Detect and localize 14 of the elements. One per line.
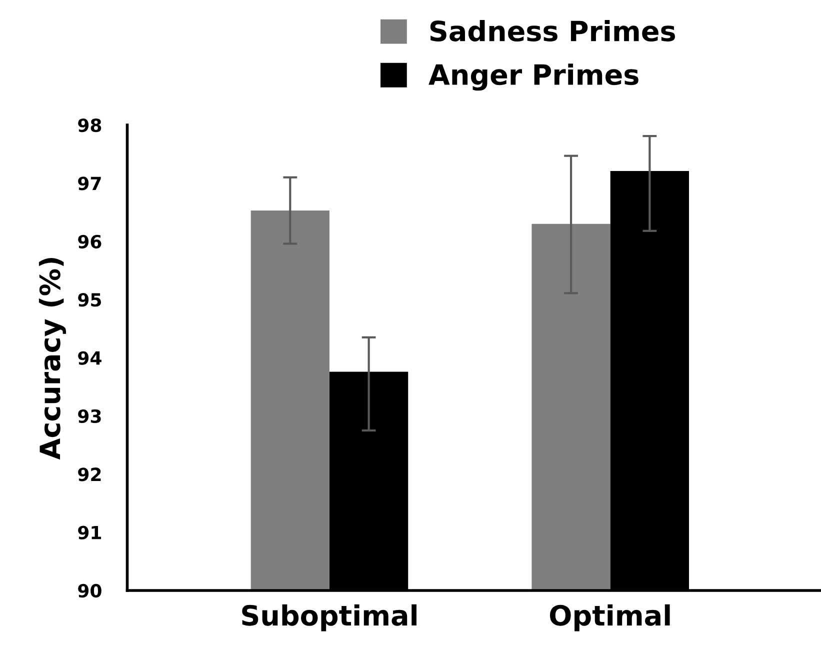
x-tick-label: Optimal (550, 604, 670, 632)
legend-label: Sadness Primes (430, 20, 675, 42)
y-tick-label: 92 (78, 468, 101, 482)
y-tick-label: 98 (78, 118, 102, 132)
y-tick-label: 90 (78, 584, 102, 598)
legend-label: Anger Primes (428, 64, 638, 91)
y-tick-label: 93 (78, 409, 101, 424)
y-axis-title: Accuracy (%) (38, 258, 66, 460)
y-tick-label: 96 (78, 234, 102, 248)
y-tick-label: 94 (78, 351, 102, 365)
y-tick-label: 97 (78, 176, 101, 190)
x-tick-label: Suboptimal (242, 604, 416, 632)
y-tick-label: 95 (78, 293, 101, 307)
y-tick-label: 91 (78, 526, 102, 540)
